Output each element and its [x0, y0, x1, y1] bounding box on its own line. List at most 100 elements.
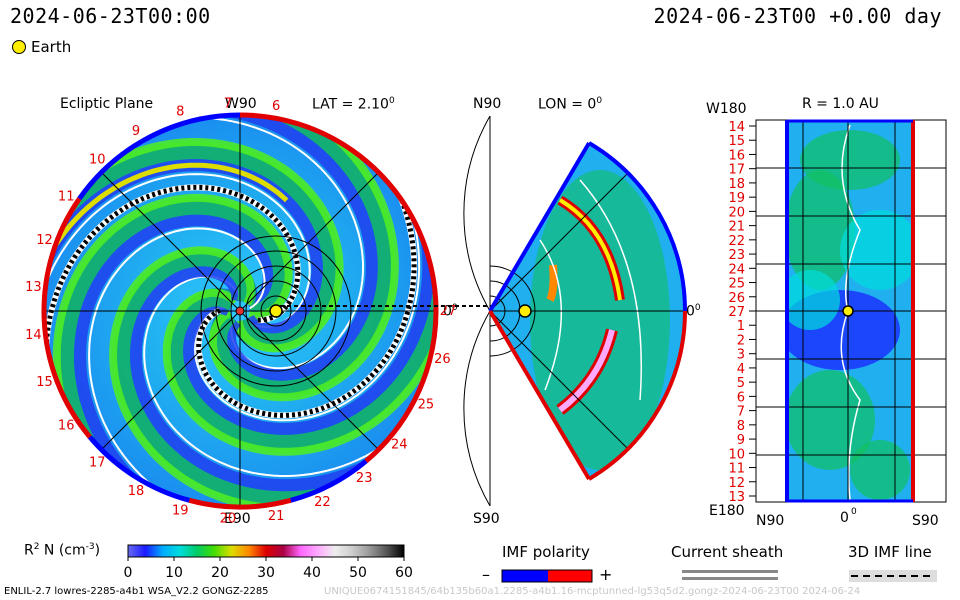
synoptic-y-ticks: 1415161718192021222324252627123456789101…	[728, 120, 756, 505]
imf-negative-swatch	[502, 570, 548, 582]
synoptic-y-tick: 4	[737, 362, 745, 377]
synoptic-y-tick: 2	[737, 334, 745, 349]
synoptic-bottom-left-label: E180	[709, 503, 745, 519]
synoptic-x-tick-unit: 0	[851, 507, 857, 517]
time-right: 2024-06-23T00 +0.00 day	[653, 4, 942, 28]
synoptic-y-tick: 17	[728, 163, 745, 178]
imf-polarity-label: IMF polarity	[502, 543, 590, 561]
synoptic-y-tick: 13	[728, 490, 745, 505]
earth-marker-synoptic	[842, 305, 854, 317]
ecliptic-lat-label: LAT = 2.100	[312, 96, 395, 113]
synoptic-y-tick: 18	[728, 177, 745, 192]
synoptic-y-tick: 24	[728, 262, 745, 277]
colorbar-tick-label: 50	[349, 565, 367, 581]
synoptic-x-tick-s90: S90	[912, 513, 939, 529]
ecliptic-title: Ecliptic Plane	[60, 96, 154, 112]
ecliptic-rim-tick: 18	[128, 484, 145, 499]
ecliptic-tick-labels: 6 7 8 9 10 11 12 13 14 15 16 17 18 19 20 21 22 23 24 25 26 27	[25, 96, 456, 526]
synoptic-y-tick: 9	[737, 433, 745, 448]
meridional-edge-north	[488, 141, 591, 313]
synoptic-y-tick: 25	[728, 277, 745, 292]
ecliptic-rim	[41, 112, 439, 510]
ecliptic-rim-tick: 17	[89, 455, 106, 470]
colorbar-tick-label: 30	[257, 565, 275, 581]
ecliptic-rim-tick: 20	[220, 512, 237, 527]
time-left: 2024-06-23T00:00	[10, 4, 211, 28]
imf-line-label: 3D IMF line	[848, 543, 932, 561]
meridional-bottom-label: S90	[473, 511, 500, 527]
ecliptic-bottom-label: E90	[224, 511, 251, 527]
synoptic-y-tick: 1	[737, 319, 745, 334]
synoptic-y-tick: 22	[728, 234, 745, 249]
meridional-lon-label: LON = 00	[538, 96, 603, 113]
ecliptic-rim-tick: 7	[224, 96, 232, 111]
synoptic-y-tick: 19	[728, 191, 745, 206]
earth-legend-icon	[12, 40, 26, 54]
meridional-outline-bottom	[463, 310, 491, 507]
synoptic-y-tick: 6	[737, 390, 745, 405]
ecliptic-rim-tick: 12	[36, 233, 53, 248]
ecliptic-rim-tick: 27	[440, 304, 457, 319]
synoptic-y-tick: 7	[737, 405, 745, 420]
synoptic-y-tick: 5	[737, 376, 745, 391]
synoptic-y-tick: 27	[728, 305, 745, 320]
meridional-features	[530, 170, 670, 470]
ecliptic-rim-tick: 19	[172, 503, 189, 518]
earth-marker-meridional	[518, 304, 532, 318]
ecliptic-rim-tick: 16	[58, 418, 75, 433]
meridional-top-label: N90	[473, 96, 502, 112]
synoptic-y-tick: 8	[737, 419, 745, 434]
ecliptic-rim-tick: 9	[132, 124, 140, 139]
synoptic-x-tick-0: 0	[840, 510, 849, 526]
colorbar: 0 10 20 30 40 50 60	[124, 544, 413, 581]
synoptic-y-tick: 11	[728, 462, 745, 477]
meridional-outline-top	[463, 115, 491, 312]
ecliptic-rim-tick: 22	[314, 495, 331, 510]
ecliptic-rim-tick: 11	[58, 190, 75, 205]
ecliptic-rim-tick: 24	[391, 438, 408, 453]
ecliptic-top-label: W90	[225, 96, 257, 112]
colorbar-tick-label: 40	[303, 565, 321, 581]
ecliptic-plot: 6 7 8 9 10 11 12 13 14 15 16 17 18 19 20 21 22 23 24 25 26 27	[25, 96, 491, 527]
synoptic-y-tick: 20	[728, 205, 745, 220]
synoptic-top-left-label: W180	[706, 101, 747, 117]
ecliptic-rim-tick: 14	[25, 328, 42, 343]
ecliptic-rim-tick: 15	[36, 375, 53, 390]
imf-positive-swatch	[548, 570, 592, 582]
synoptic-y-tick: 23	[728, 248, 745, 263]
meridional-right-label: 00	[686, 303, 701, 320]
ecliptic-rim-tick: 26	[434, 352, 451, 367]
imf-minus-label: –	[482, 565, 490, 584]
colorbar-ticks: 0 10 20 30 40 50 60	[124, 557, 413, 581]
synoptic-y-tick: 3	[737, 348, 745, 363]
earth-marker-ecliptic	[269, 304, 283, 318]
synoptic-y-tick: 16	[728, 149, 745, 164]
colorbar-tick-label: 60	[395, 565, 413, 581]
meridional-plot	[463, 115, 687, 507]
synoptic-y-tick: 21	[728, 220, 745, 235]
synoptic-title: R = 1.0 AU	[802, 96, 879, 112]
colorbar-tick-label: 0	[124, 565, 133, 581]
imf-plus-label: +	[599, 565, 613, 584]
colorbar-tick-label: 20	[211, 565, 229, 581]
synoptic-y-tick: 14	[728, 120, 745, 135]
ecliptic-rim-tick: 10	[89, 153, 106, 168]
ecliptic-rim-tick: 25	[418, 397, 435, 412]
earth-legend-label: Earth	[31, 38, 72, 56]
colorbar-gradient	[127, 544, 405, 558]
meridional-edge-south	[488, 309, 591, 481]
current-sheath-legend	[682, 570, 778, 580]
colorbar-label: R2 N (cm-3)	[24, 542, 101, 559]
footer-left: ENLIL-2.7 lowres-2285-a4b1 WSA_V2.2 GONG…	[4, 586, 269, 597]
synoptic-y-tick: 12	[728, 476, 745, 491]
ecliptic-right-label: 00	[443, 303, 458, 320]
synoptic-y-tick: 10	[728, 447, 745, 462]
ecliptic-rim-tick: 23	[356, 471, 373, 486]
synoptic-y-tick: 15	[728, 134, 745, 149]
synoptic-y-tick: 26	[728, 291, 745, 306]
footer-right: UNIQUE0674151845/64b135b60a1.2285-a4b1.1…	[324, 586, 861, 597]
sun-marker	[235, 306, 245, 316]
synoptic-x-tick-n90: N90	[756, 513, 784, 529]
colorbar-tick-label: 10	[165, 565, 183, 581]
